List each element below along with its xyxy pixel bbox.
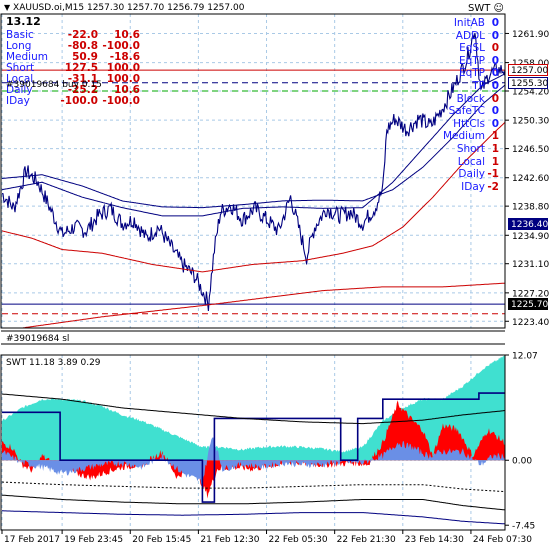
- oscillator-series: [1, 355, 506, 525]
- series-ma-mid: [1, 84, 506, 209]
- series-band-lower-dotted: [1, 481, 505, 493]
- main-frame: [0, 13, 506, 329]
- time-axis: 17 Feb 2017 19 Feb 23:45 20 Feb 15:45 21 Fe…: [1, 530, 532, 545]
- x-tick-label: 22 Feb 21:30: [337, 535, 396, 545]
- y-tick-label: 1250.30: [512, 117, 549, 127]
- series-band-deep: [2, 510, 506, 525]
- y-tick-label: 1223.40: [512, 318, 549, 328]
- oscillator-y-axis: 12.07 0.00 -7.45: [505, 352, 538, 532]
- series-step-line: [2, 392, 505, 503]
- x-tick-label: 17 Feb 2017: [4, 535, 60, 545]
- x-tick-label: 22 Feb 05:30: [269, 535, 328, 545]
- series-ma-red: [1, 122, 506, 273]
- y-tick-label: 1234.90: [512, 232, 549, 242]
- y-tick-label: 12.07: [512, 352, 538, 362]
- series-blue-area: [2, 437, 505, 485]
- series-price: [1, 32, 506, 312]
- y-tick-label: 1231.10: [512, 260, 549, 270]
- series-cyan-area: [2, 355, 505, 461]
- y-tick-label: 1227.20: [512, 289, 549, 299]
- x-tick-label: 24 Feb 07:30: [473, 535, 532, 545]
- x-tick-label: 21 Feb 12:30: [200, 535, 259, 545]
- series-ma-fast: [1, 73, 506, 217]
- x-tick-label: 19 Feb 23:45: [64, 535, 123, 545]
- x-tick-label: 20 Feb 15:45: [132, 535, 191, 545]
- y-tick-label: 1242.60: [512, 174, 549, 184]
- chart-frames: [0, 13, 506, 531]
- main-y-axis: 1261.90 1258.00 1254.20 1250.30 1246.50 1242.…: [505, 30, 549, 328]
- y-tick-label: 1261.90: [512, 30, 549, 40]
- y-tick-label: 1258.00: [512, 59, 549, 69]
- series-band-lower: [1, 494, 506, 511]
- y-tick-label: 1246.50: [512, 145, 549, 155]
- series-ma-slow: [21, 282, 506, 329]
- y-tick-label: 1254.20: [512, 88, 549, 98]
- oscillator-frame: [0, 354, 506, 531]
- y-tick-label: 0.00: [512, 457, 532, 467]
- price-levels: [2, 69, 505, 315]
- series-band-upper: [1, 393, 506, 425]
- y-tick-label: 1238.80: [512, 203, 549, 213]
- price-series: [1, 32, 506, 329]
- y-tick-label: -7.45: [512, 522, 535, 532]
- x-tick-label: 23 Feb 14:30: [405, 535, 464, 545]
